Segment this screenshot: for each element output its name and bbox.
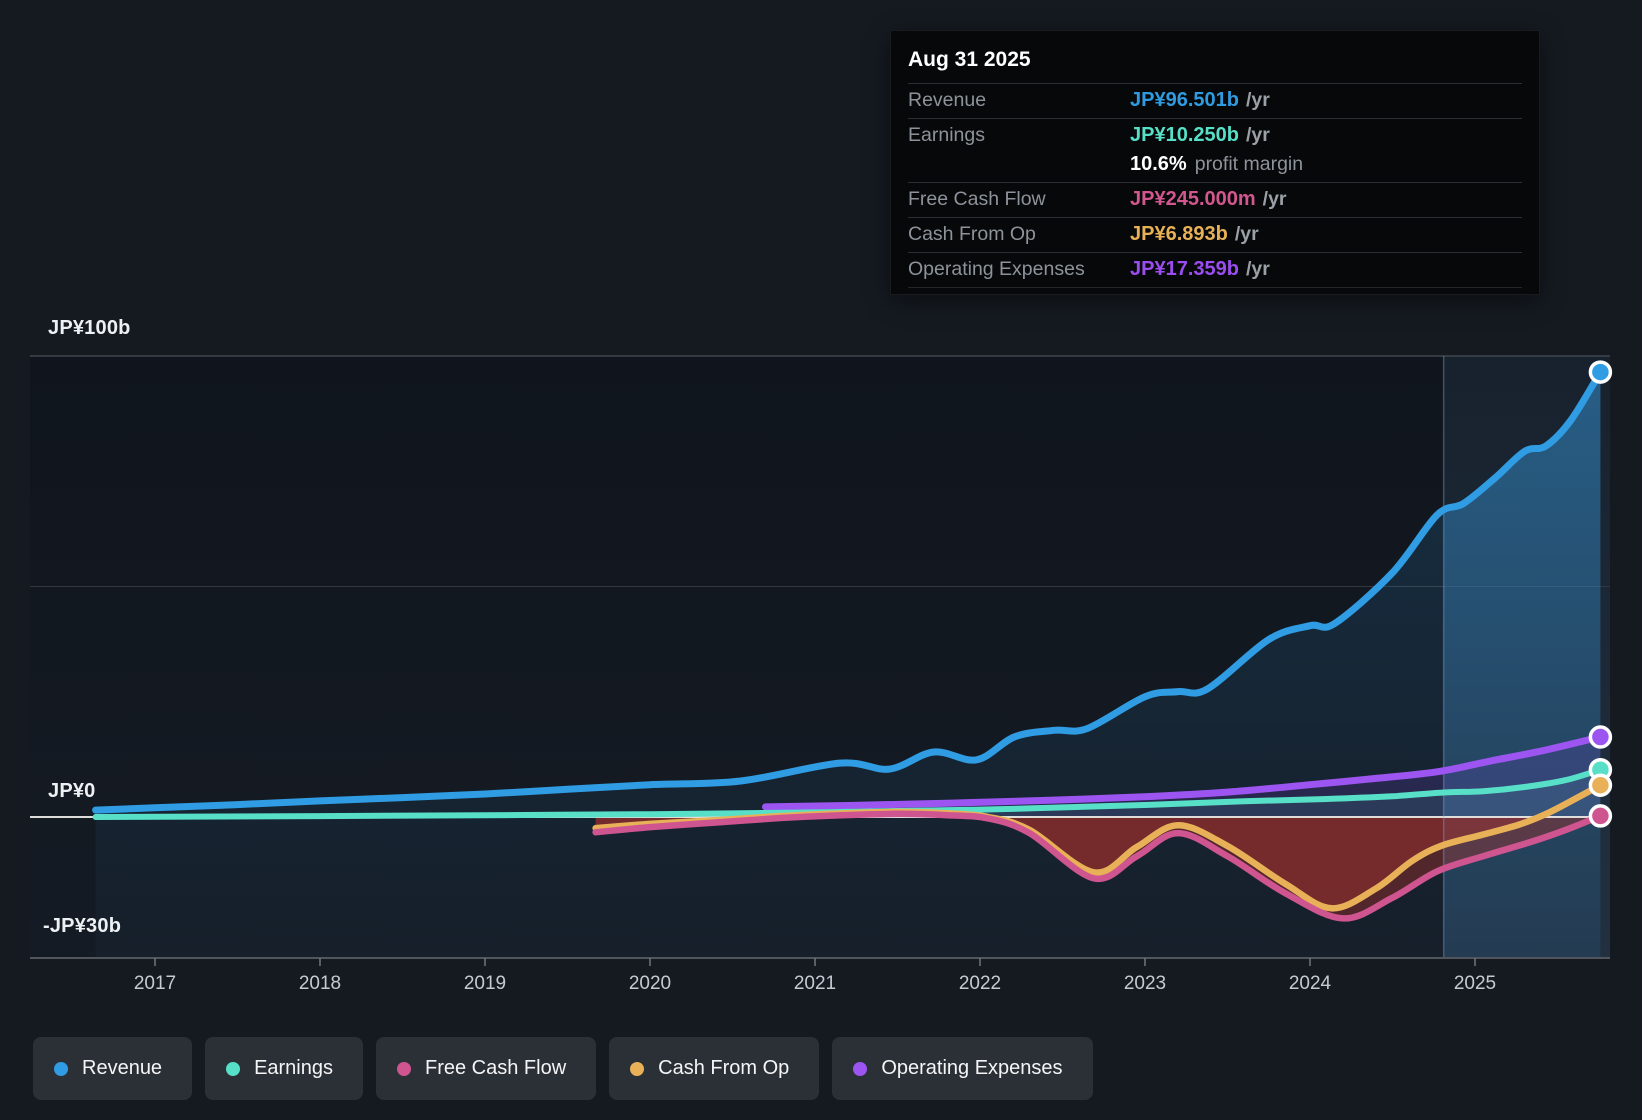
x-axis-label-2022: 2022 — [958, 973, 1002, 994]
chart-legend: Revenue Earnings Free Cash Flow Cash Fro… — [33, 1037, 1093, 1100]
y-axis-label-100b: JP¥100b — [48, 317, 131, 339]
cash-from-op-dot-icon — [630, 1061, 645, 1076]
y-axis-label-neg30b: -JP¥30b — [43, 915, 122, 937]
x-axis-label-2019: 2019 — [463, 973, 507, 994]
profit-margin-label: profit margin — [1194, 153, 1304, 175]
tooltip-row-earnings: Earnings JP¥10.250b /yr — [908, 118, 1522, 153]
tooltip-value: JP¥10.250b — [1130, 124, 1239, 146]
free-cash-flow-dot-icon — [397, 1061, 411, 1076]
tooltip-value: JP¥96.501b — [1130, 89, 1239, 111]
tooltip-unit: /yr — [1245, 89, 1270, 111]
tooltip-value: JP¥245.000m — [1130, 188, 1256, 210]
x-axis-label-2020: 2020 — [628, 973, 672, 994]
tooltip-label: Operating Expenses — [908, 258, 1085, 280]
tooltip-row-free-cash-flow: Free Cash Flow JP¥245.000m /yr — [908, 182, 1522, 217]
tooltip-unit: /yr — [1234, 223, 1259, 245]
profit-margin-value: 10.6% — [1130, 153, 1187, 175]
legend-item-cash-from-op[interactable]: Cash From Op — [609, 1037, 820, 1100]
x-axis-label-2021: 2021 — [793, 973, 837, 994]
revenue-dot-icon — [54, 1061, 68, 1076]
y-axis-label-0: JP¥0 — [48, 780, 96, 802]
legend-item-free-cash-flow[interactable]: Free Cash Flow — [376, 1037, 597, 1100]
tooltip-label: Cash From Op — [908, 223, 1036, 245]
operating-expenses-dot-icon — [853, 1061, 868, 1076]
legend-item-revenue[interactable]: Revenue — [33, 1037, 193, 1100]
tooltip-row-profit-margin: 10.6% profit margin — [908, 153, 1522, 182]
legend-item-operating-expenses[interactable]: Operating Expenses — [832, 1037, 1093, 1100]
legend-item-earnings[interactable]: Earnings — [205, 1037, 363, 1100]
x-axis-label-2018: 2018 — [298, 973, 342, 994]
tooltip-unit: /yr — [1245, 124, 1270, 146]
tooltip-value: JP¥17.359b — [1130, 258, 1239, 280]
tooltip-date: Aug 31 2025 — [908, 48, 1031, 71]
x-axis-label-2024: 2024 — [1288, 973, 1332, 994]
tooltip-unit: /yr — [1245, 258, 1270, 280]
chart-tooltip: Aug 31 2025 Revenue JP¥96.501b /yr Earni… — [890, 30, 1540, 295]
x-axis-label-2025: 2025 — [1453, 973, 1497, 994]
tooltip-row-operating-expenses: Operating Expenses JP¥17.359b /yr — [908, 252, 1522, 288]
tooltip-value: JP¥6.893b — [1130, 223, 1228, 245]
earnings-dot-icon — [226, 1061, 241, 1076]
tooltip-label: Free Cash Flow — [908, 188, 1046, 210]
tooltip-label: Earnings — [908, 124, 985, 146]
tooltip-label: Revenue — [908, 89, 987, 111]
x-axis-label-2023: 2023 — [1123, 973, 1167, 994]
tooltip-unit: /yr — [1262, 188, 1287, 210]
x-axis-labels: 2017 2018 2019 2020 2021 2022 2023 2024 2025 — [0, 973, 1642, 999]
tooltip-row-cash-from-op: Cash From Op JP¥6.893b /yr — [908, 217, 1522, 252]
x-axis-label-2017: 2017 — [133, 973, 177, 994]
tooltip-row-revenue: Revenue JP¥96.501b /yr — [908, 83, 1522, 118]
